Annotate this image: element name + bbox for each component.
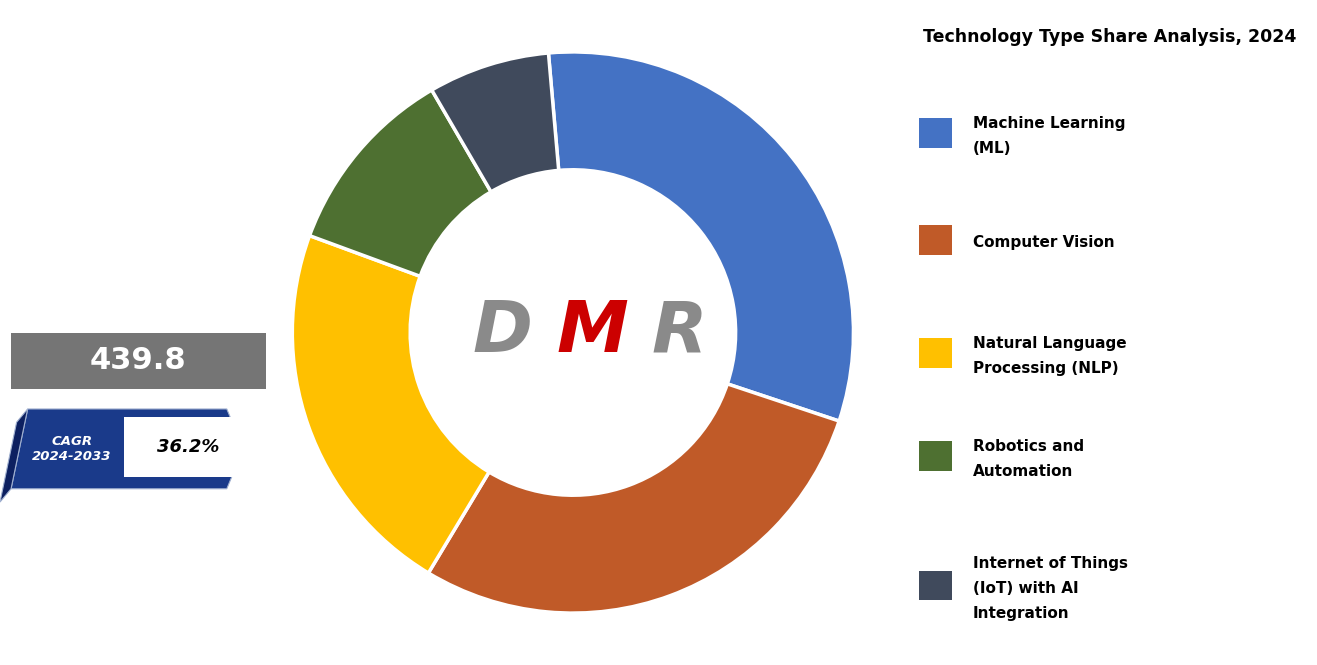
Wedge shape xyxy=(309,90,491,277)
Text: Technology Type Share Analysis, 2024: Technology Type Share Analysis, 2024 xyxy=(923,27,1296,46)
Text: 36.2%: 36.2% xyxy=(157,438,219,456)
Text: Machine Learning: Machine Learning xyxy=(973,116,1125,131)
Bar xyxy=(919,338,952,368)
Polygon shape xyxy=(11,409,244,489)
Text: Natural Language: Natural Language xyxy=(973,336,1126,350)
Wedge shape xyxy=(548,52,853,421)
Text: Dimension
Market
Research: Dimension Market Research xyxy=(51,59,225,154)
Text: 439.8: 439.8 xyxy=(90,346,187,375)
Bar xyxy=(919,441,952,471)
Text: (IoT) with AI: (IoT) with AI xyxy=(973,581,1079,596)
Text: Processing (NLP): Processing (NLP) xyxy=(973,361,1118,376)
Text: R: R xyxy=(652,298,707,367)
Text: D: D xyxy=(473,298,533,367)
Text: Automation: Automation xyxy=(973,464,1073,479)
Text: Robotics and: Robotics and xyxy=(973,439,1084,454)
Text: M: M xyxy=(557,298,628,367)
Bar xyxy=(919,225,952,255)
Text: Internet of Things: Internet of Things xyxy=(973,556,1127,571)
Bar xyxy=(919,118,952,148)
Text: CAGR
2024-2033: CAGR 2024-2033 xyxy=(32,435,112,463)
Bar xyxy=(11,332,266,389)
Text: Integration: Integration xyxy=(973,606,1069,621)
Text: The Kingdom of
Saudi Arabia AI in
the Manufacturing
Market Size
(USD Million), 2: The Kingdom of Saudi Arabia AI in the Ma… xyxy=(63,224,213,315)
Circle shape xyxy=(410,170,736,495)
Wedge shape xyxy=(432,53,558,192)
Text: (ML): (ML) xyxy=(973,142,1011,156)
Wedge shape xyxy=(428,384,839,613)
Text: Computer Vision: Computer Vision xyxy=(973,235,1114,250)
Wedge shape xyxy=(292,235,489,573)
Bar xyxy=(125,417,252,477)
Polygon shape xyxy=(0,409,28,502)
Text: 31.5%: 31.5% xyxy=(699,194,772,214)
Polygon shape xyxy=(17,422,234,436)
Bar xyxy=(919,571,952,600)
